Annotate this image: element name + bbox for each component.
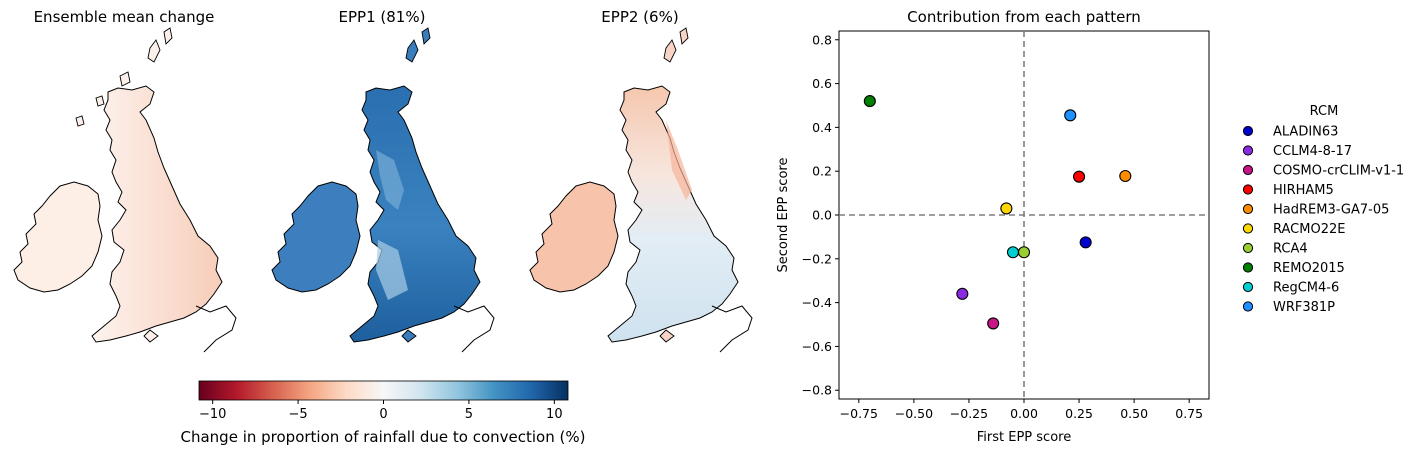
x-tick-label: 0.00 <box>1010 406 1038 421</box>
legend-marker <box>1242 125 1254 137</box>
map-title-3: EPP2 (6%) <box>601 8 678 26</box>
legend-label: RCA4 <box>1273 242 1308 257</box>
colorbar-gradient <box>198 380 569 401</box>
islands <box>75 27 173 343</box>
map-title-1: Ensemble mean change <box>34 8 215 26</box>
legend-marker <box>1242 223 1254 234</box>
legend-label: COSMO-crCLIM-v1-1 <box>1273 164 1404 179</box>
point-hadrem3-ga7-05 <box>1119 169 1132 183</box>
y-tick-label: −0.2 <box>802 251 832 266</box>
uk-map-ensemble-mean <box>13 27 237 353</box>
x-tick-label: −0.25 <box>950 406 988 421</box>
x-tick-label: 0.25 <box>1065 406 1093 421</box>
map-panel-ensemble-mean: Ensemble mean change <box>13 8 237 353</box>
legend-label: REMO2015 <box>1273 261 1345 276</box>
colorbar-tick-label: −5 <box>288 407 307 422</box>
legend-label: CCLM4-8-17 <box>1273 144 1352 159</box>
legend-label: ALADIN63 <box>1273 125 1338 140</box>
point-hirham5 <box>1073 170 1086 183</box>
legend-marker <box>1242 242 1254 254</box>
y-tick-label: 0.6 <box>812 76 832 91</box>
islands <box>659 27 689 343</box>
france-coast <box>195 305 237 353</box>
legend-label: WRF381P <box>1273 300 1335 315</box>
scatter-chart: Contribution from each pattern −0.75 −0.5… <box>776 8 1210 445</box>
point-wrf381p <box>1064 109 1077 122</box>
islands <box>401 27 431 343</box>
legend-label: RegCM4-6 <box>1273 281 1339 296</box>
reference-lines <box>839 31 1209 399</box>
colorbar-label: Change in proportion of rainfall due to … <box>181 428 586 446</box>
legend-label: RACMO22E <box>1273 222 1345 237</box>
legend-label: HIRHAM5 <box>1273 183 1334 198</box>
legend-marker <box>1242 203 1254 215</box>
x-tick-label: 0.50 <box>1120 406 1148 421</box>
y-tick-label: −0.6 <box>802 339 832 354</box>
y-tick-label: 0.0 <box>812 208 832 223</box>
map-title-2: EPP1 (81%) <box>339 8 426 26</box>
legend-items: ALADIN63 CCLM4-8-17 COSMO-crCLIM-v1-1 HIRHA… <box>1242 125 1404 315</box>
legend-marker <box>1242 262 1254 273</box>
x-axis-ticks: −0.75 −0.50 −0.25 0.00 0.25 0.50 0.75 <box>840 399 1203 421</box>
x-tick-label: 0.75 <box>1175 406 1203 421</box>
uk-map-epp1 <box>271 27 495 353</box>
y-tick-label: 0.8 <box>812 32 832 47</box>
map-panel-epp2: EPP2 (6%) <box>529 8 753 353</box>
y-tick-label: 0.2 <box>812 164 832 179</box>
france-coast <box>711 305 753 353</box>
legend-title: RCM <box>1310 104 1339 119</box>
scatter-points <box>863 95 1132 330</box>
colorbar-tick-label: −10 <box>199 407 226 422</box>
point-cosmo-crclim-v1-1 <box>987 317 1000 330</box>
uk-map-epp2 <box>529 27 753 353</box>
legend-marker <box>1242 301 1254 312</box>
y-axis-label: Second EPP score <box>776 158 791 273</box>
point-rca4 <box>1017 246 1031 259</box>
colorbar-tick-label: 10 <box>546 407 563 422</box>
y-axis-ticks: −0.8 −0.6 −0.4 −0.2 0.0 0.2 0.4 0.6 0.8 <box>802 32 839 398</box>
map-panel-epp1: EPP1 (81%) <box>271 8 495 353</box>
legend-marker <box>1242 145 1254 156</box>
legend-label: HadREM3-GA7-05 <box>1273 203 1389 218</box>
y-tick-label: −0.4 <box>802 295 832 310</box>
point-aladin63 <box>1079 236 1092 249</box>
x-tick-label: −0.75 <box>840 406 878 421</box>
y-tick-label: 0.4 <box>812 120 832 135</box>
legend: RCM ALADIN63 CCLM4-8-17 COSMO-crCLIM-v1-1 H… <box>1242 104 1404 315</box>
chart-title: Contribution from each pattern <box>907 8 1141 26</box>
legend-marker <box>1242 164 1254 176</box>
france-coast <box>453 305 495 353</box>
point-racmo22e <box>1000 202 1013 215</box>
point-regcm4-6 <box>1006 246 1020 259</box>
x-tick-label: −0.50 <box>895 406 933 421</box>
legend-marker <box>1242 184 1254 195</box>
colorbar-ticks: −10 −5 0 5 10 <box>199 400 563 422</box>
y-tick-label: −0.8 <box>802 383 832 398</box>
point-remo2015 <box>863 95 876 108</box>
colorbar: −10 −5 0 5 10 Change in proportion of rainfa… <box>181 380 586 446</box>
colorbar-tick-label: 5 <box>465 407 473 422</box>
legend-marker <box>1242 281 1254 293</box>
point-cclm4-8-17 <box>956 287 969 300</box>
x-axis-label: First EPP score <box>977 430 1071 445</box>
colorbar-tick-label: 0 <box>379 407 387 422</box>
